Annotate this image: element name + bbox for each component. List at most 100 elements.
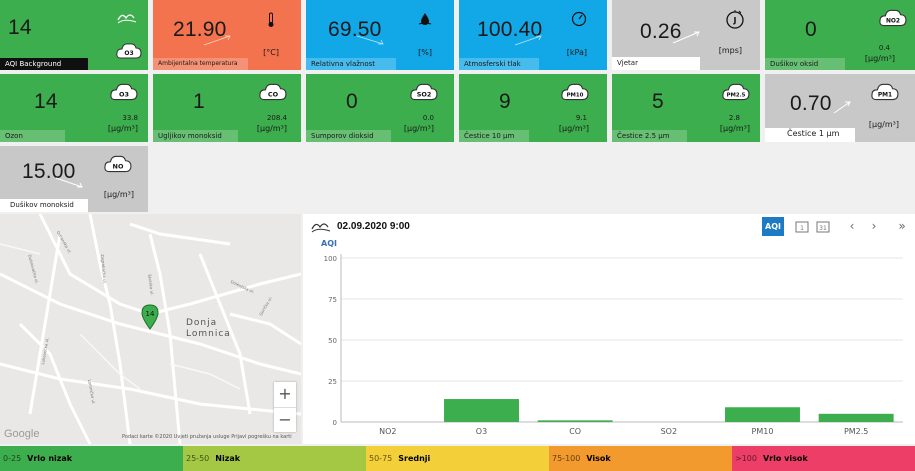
tile-aux-value: 2.8 bbox=[728, 114, 740, 122]
legend-range: 25-50 bbox=[186, 454, 210, 463]
y-tick-label: 50 bbox=[328, 337, 337, 345]
tile-label: Relativna vlažnost bbox=[306, 58, 396, 70]
tile-pm10[interactable]: 9 PM10 9.1 [µg/m³] Čestice 10 µm bbox=[459, 74, 607, 142]
legend-name: Vrlo visok bbox=[762, 454, 808, 463]
legend-range: >100 bbox=[735, 454, 757, 463]
place-name: Donja Lomnica bbox=[186, 318, 231, 339]
tile-value: 69.50 bbox=[328, 18, 382, 41]
tile-unit: [µg/m³] bbox=[256, 124, 287, 133]
wind-icon: J bbox=[726, 10, 744, 29]
next-button[interactable]: › bbox=[871, 219, 877, 233]
map-attribution[interactable]: Podaci karte ©2020 Uvjeti pružanja uslug… bbox=[122, 434, 292, 440]
tile-value: 0 bbox=[805, 18, 817, 41]
legend-name: Vrlo nizak bbox=[27, 454, 73, 463]
tile-value: 1 bbox=[193, 90, 205, 113]
tile-so2[interactable]: 0 SO2 0.0 [µg/m³] Sumporov dioksid bbox=[306, 74, 454, 142]
tile-temperature[interactable]: 21.90 [°C] Ambijentalna temperatura bbox=[153, 0, 301, 70]
x-tick-label: PM2.5 bbox=[844, 427, 868, 436]
aqi-legend: 0-25 Vrlo nizak 25-50 Nizak 50-75 Srednji 75-1… bbox=[0, 446, 915, 471]
tile-label: Ambijentalna temperatura bbox=[153, 58, 248, 70]
cloud-icon: NO bbox=[104, 155, 132, 173]
legend-name: Srednji bbox=[398, 454, 431, 463]
tile-label: Ozon bbox=[0, 130, 65, 142]
zoom-in-button[interactable]: + bbox=[278, 384, 292, 403]
tile-pressure[interactable]: 100.40 [kPa] Atmosferski tlak bbox=[459, 0, 607, 70]
tile-aux-value: 0.4 bbox=[878, 44, 890, 52]
tile-value: 21.90 bbox=[173, 18, 227, 41]
tile-unit: [%] bbox=[418, 48, 432, 57]
x-tick-label: NO2 bbox=[379, 427, 396, 436]
tile-label: Ugljikov monoksid bbox=[153, 130, 238, 142]
legend-range: 75-100 bbox=[552, 454, 581, 463]
google-logo: Google bbox=[4, 428, 40, 440]
tile-unit: [µg/m³] bbox=[558, 124, 589, 133]
marker-value: 14 bbox=[146, 310, 155, 318]
trend-arrow-icon bbox=[514, 35, 542, 46]
tile-value: 14 bbox=[34, 90, 58, 113]
tile-aux-value: 9.1 bbox=[575, 114, 587, 122]
y-tick-label: 25 bbox=[328, 378, 337, 386]
tile-value: 100.40 bbox=[477, 18, 543, 41]
tile-unit: [µg/m³] bbox=[107, 124, 138, 133]
tile-pm1[interactable]: 0.70 PM1 [µg/m³] Čestice 1 µm bbox=[765, 74, 915, 142]
tile-unit: [µg/m³] bbox=[719, 124, 750, 133]
cloud-icon: PM1 bbox=[871, 83, 899, 101]
cloud-badge: NO2 bbox=[886, 18, 900, 24]
tile-aux-value: 208.4 bbox=[266, 114, 287, 122]
cloud-badge: CO bbox=[268, 90, 279, 98]
trend-arrow-icon bbox=[55, 177, 83, 188]
month-view-button[interactable]: 31 bbox=[815, 217, 831, 236]
tile-value: 5 bbox=[652, 90, 664, 113]
tile-value: 9 bbox=[499, 90, 511, 113]
map-marker-icon[interactable]: 14 bbox=[140, 304, 160, 330]
cloud-badge: PM2.5 bbox=[727, 92, 746, 98]
tile-label: Dušikov monoksid bbox=[0, 199, 88, 212]
cloud-icon: NO2 bbox=[879, 9, 907, 27]
trend-arrow-icon bbox=[672, 31, 700, 44]
cloud-badge: NO bbox=[113, 162, 124, 170]
zoom-out-button[interactable]: − bbox=[274, 407, 296, 432]
tile-aqi-background[interactable]: 14 O3 AQI Background bbox=[0, 0, 148, 70]
previous-button[interactable]: ‹ bbox=[849, 219, 855, 233]
x-tick-label: PM10 bbox=[752, 427, 774, 436]
tile-no2[interactable]: 0 NO2 0.4 [µg/m³] Dušikov oksid bbox=[765, 0, 915, 70]
svg-text:1: 1 bbox=[800, 225, 804, 232]
bar bbox=[725, 407, 800, 422]
tile-humidity[interactable]: 69.50 [%] Relativna vlažnost bbox=[306, 0, 454, 70]
legend-item: 25-50 Nizak bbox=[183, 446, 366, 471]
y-tick-label: 100 bbox=[324, 255, 337, 263]
trend-arrow-icon bbox=[833, 101, 851, 114]
tile-unit: [µg/m³] bbox=[403, 124, 434, 133]
tile-aux-value: 0.0 bbox=[422, 114, 434, 122]
day-view-button[interactable]: 1 bbox=[794, 217, 810, 236]
aqi-view-button[interactable]: AQI bbox=[762, 217, 784, 236]
legend-item: 75-100 Visok bbox=[549, 446, 732, 471]
tile-o3[interactable]: 14 O3 33.8 [µg/m³] Ozon bbox=[0, 74, 148, 142]
tile-value: 14 bbox=[8, 16, 32, 39]
tile-value: 0.70 bbox=[790, 92, 832, 115]
tile-no[interactable]: 15.00 NO [µg/m³] Dušikov monoksid bbox=[0, 146, 148, 212]
cloud-icon: PM2.5 bbox=[722, 83, 750, 101]
water-drop-icon bbox=[418, 13, 432, 25]
last-button[interactable]: » bbox=[898, 219, 906, 233]
y-tick-label: 0 bbox=[333, 419, 337, 427]
y-axis-label: AQI bbox=[321, 239, 337, 248]
tile-co[interactable]: 1 CO 208.4 [µg/m³] Ugljikov monoksid bbox=[153, 74, 301, 142]
legend-item: 0-25 Vrlo nizak bbox=[0, 446, 183, 471]
thermometer-icon bbox=[268, 12, 274, 27]
y-tick-label: 75 bbox=[328, 296, 337, 304]
gauge-icon bbox=[571, 11, 587, 27]
legend-item: >100 Vrlo visok bbox=[732, 446, 915, 471]
cloud-icon: CO bbox=[259, 83, 287, 101]
cloud-badge: PM10 bbox=[567, 92, 584, 98]
map-place-label: Donja Lomnica bbox=[186, 318, 236, 340]
legend-range: 50-75 bbox=[369, 454, 393, 463]
tile-pm25[interactable]: 5 PM2.5 2.8 [µg/m³] Čestice 2.5 µm bbox=[612, 74, 760, 142]
cloud-badge: O3 bbox=[119, 90, 129, 98]
tile-wind[interactable]: 0.26 J [mps] Vjetar bbox=[612, 0, 760, 70]
tile-label: Dušikov oksid bbox=[765, 58, 845, 70]
aqi-cloud-icon bbox=[117, 14, 137, 24]
map-streets bbox=[0, 214, 301, 444]
calendar-day-icon: 1 bbox=[795, 221, 809, 233]
